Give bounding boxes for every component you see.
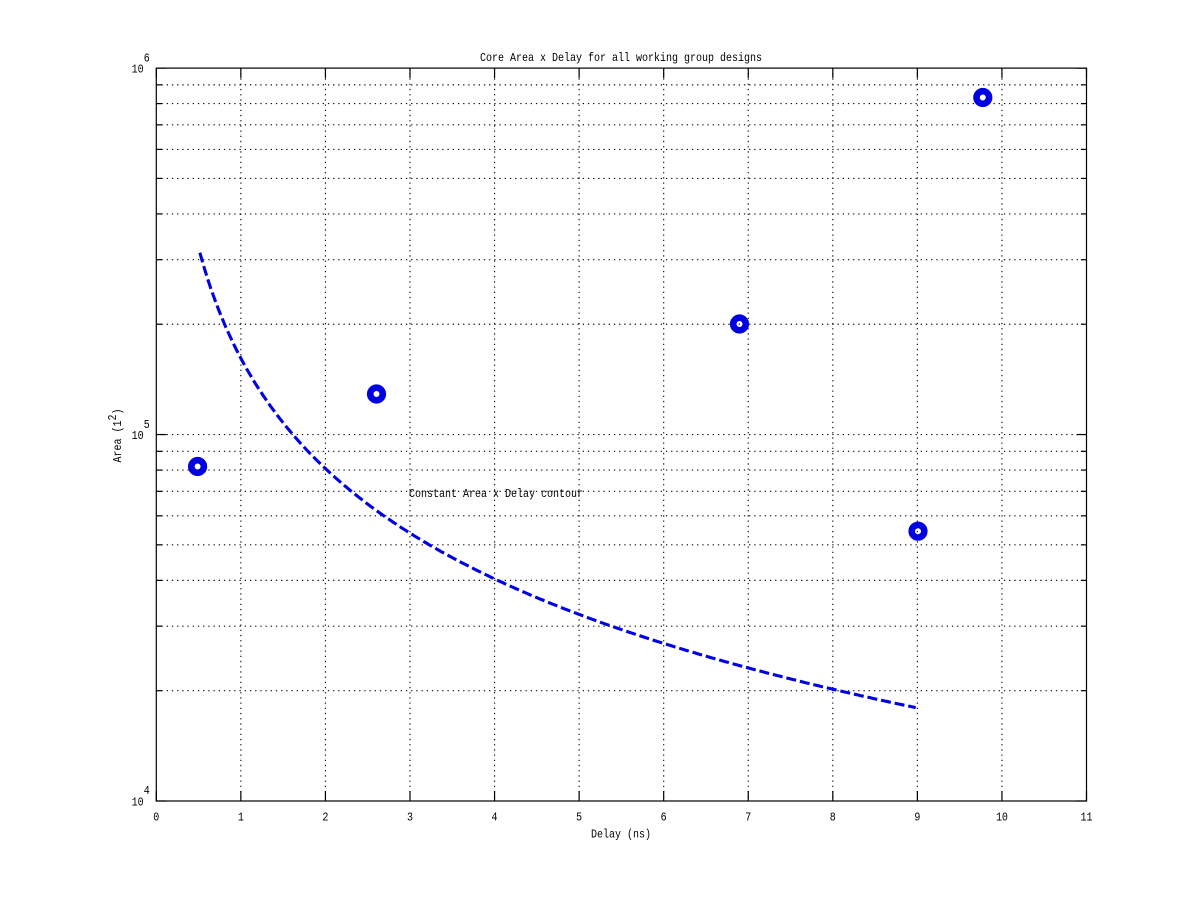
svg-text:8: 8 xyxy=(830,811,836,825)
svg-text:10: 10 xyxy=(132,795,144,809)
svg-text:0: 0 xyxy=(153,811,159,825)
svg-text:Delay (ns): Delay (ns) xyxy=(591,828,651,842)
svg-text:): ) xyxy=(111,409,125,415)
svg-text:6: 6 xyxy=(144,51,150,65)
svg-text:5: 5 xyxy=(576,811,582,825)
svg-text:2: 2 xyxy=(322,811,328,825)
svg-text:4: 4 xyxy=(492,811,498,825)
svg-text:4: 4 xyxy=(144,784,150,798)
svg-text:10: 10 xyxy=(132,62,144,76)
svg-text:7: 7 xyxy=(745,811,751,825)
svg-text:Constant Area x Delay contour: Constant Area x Delay contour xyxy=(409,487,583,501)
svg-text:9: 9 xyxy=(914,811,920,825)
svg-text:10: 10 xyxy=(132,429,144,443)
svg-text:6: 6 xyxy=(661,811,667,825)
svg-text:3: 3 xyxy=(407,811,413,825)
svg-text:10: 10 xyxy=(996,811,1008,825)
svg-text:5: 5 xyxy=(144,418,150,432)
svg-text:1: 1 xyxy=(238,811,244,825)
svg-text:11: 11 xyxy=(1081,811,1093,825)
svg-text:2: 2 xyxy=(106,415,120,421)
svg-text:Core Area x Delay for all work: Core Area x Delay for all working group … xyxy=(480,51,762,65)
svg-text:Area (1: Area (1 xyxy=(111,421,125,463)
